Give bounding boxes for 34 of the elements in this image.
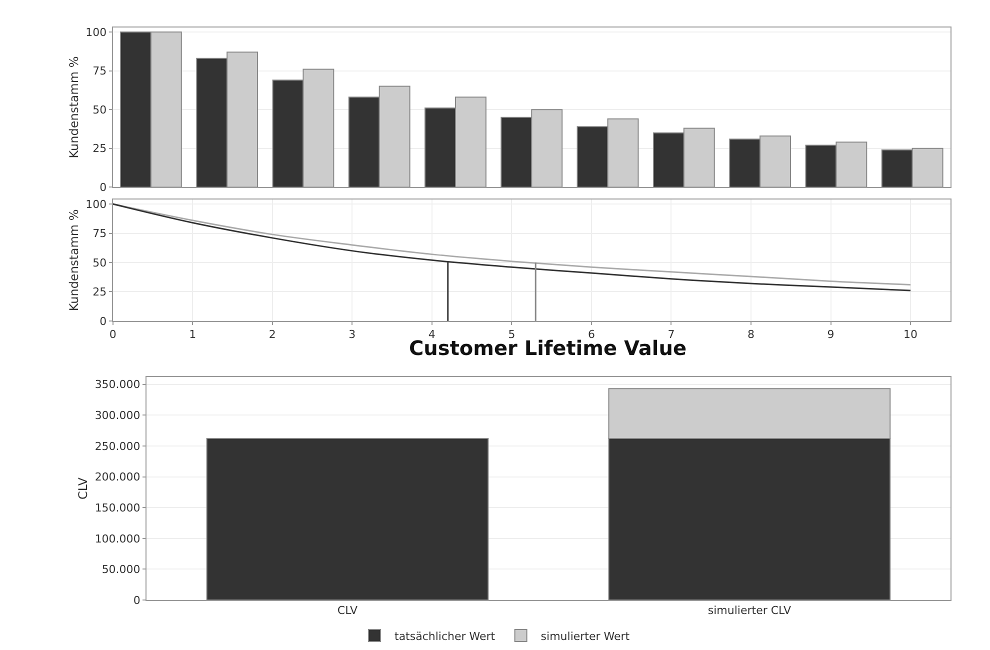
y-tick-label: 50: [92, 103, 107, 116]
x-tick-label: 1: [189, 328, 196, 342]
x-tick-label: 7: [668, 328, 675, 342]
y-tick-label: 75: [92, 64, 107, 78]
legend-label: tatsächlicher Wert: [394, 630, 496, 643]
y-tick-label: 300.000: [94, 408, 140, 422]
y-tick-label: 50: [92, 256, 107, 270]
x-tick-label: 10: [904, 328, 918, 342]
x-tick-label: simulierter CLV: [708, 604, 792, 618]
y-tick-label: 25: [92, 286, 107, 299]
x-tick-label: 2: [268, 328, 276, 342]
x-tick-label: 4: [428, 328, 436, 342]
y-tick-label: 350.000: [94, 378, 140, 392]
x-tick-label: 6: [588, 328, 595, 342]
y-axis-title: Kundenstamm %: [66, 209, 81, 312]
y-tick-label: 100.000: [94, 532, 140, 546]
y-tick-label: 50.000: [102, 563, 140, 576]
y-axis-title: CLV: [76, 476, 90, 500]
y-tick-label: 25: [92, 142, 107, 156]
y-tick-label: 0: [100, 181, 107, 194]
x-tick-label: 3: [348, 328, 356, 342]
y-tick-label: 150.000: [94, 501, 140, 514]
y-tick-label: 0: [133, 594, 140, 607]
y-tick-label: 100: [86, 198, 107, 211]
y-tick-label: 250.000: [94, 440, 140, 453]
y-tick-label: 0: [100, 314, 107, 328]
x-tick-label: 5: [508, 328, 516, 342]
legend-label: simulierter Wert: [540, 630, 630, 643]
y-tick-label: 100: [86, 26, 107, 39]
y-tick-label: 75: [92, 227, 107, 240]
x-tick-label: 8: [747, 328, 754, 342]
y-axis-title: Kundenstamm %: [66, 56, 81, 158]
x-tick-label: 9: [827, 328, 834, 342]
y-tick-label: 200.000: [94, 470, 140, 484]
